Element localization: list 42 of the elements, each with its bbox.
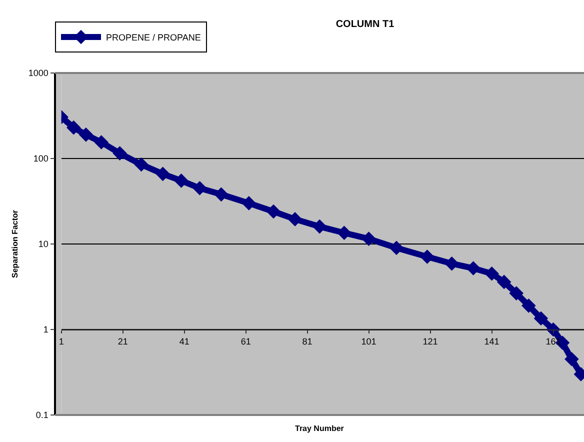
y-tick-label: 1	[43, 324, 48, 335]
point	[534, 311, 548, 326]
x-tick-label: 41	[179, 336, 190, 346]
x-tick-label: 61	[240, 336, 251, 346]
x-tick-label: 121	[422, 336, 438, 346]
point	[112, 146, 127, 160]
point	[312, 219, 327, 234]
x-tick-label: 1	[58, 336, 64, 346]
point	[266, 204, 281, 219]
point	[444, 256, 459, 271]
point	[66, 120, 81, 135]
y-axis-title: Separation Factor	[10, 210, 20, 278]
point	[78, 128, 94, 142]
legend-label: PROPENE / PROPANE	[106, 32, 201, 42]
point	[522, 298, 536, 313]
point	[134, 157, 148, 172]
point	[242, 196, 256, 210]
point	[214, 187, 228, 202]
point	[288, 212, 302, 226]
point	[484, 266, 499, 281]
x-axis-title: Tray Number	[295, 424, 344, 433]
point	[466, 261, 480, 276]
point	[564, 352, 579, 366]
chart-title: COLUMN T1	[336, 18, 395, 30]
y-tick-label: 10	[38, 239, 48, 250]
point	[156, 166, 170, 182]
point	[389, 240, 404, 256]
point	[362, 232, 376, 246]
x-tick-label: 21	[118, 336, 128, 346]
y-tick-label: 0.1	[36, 410, 48, 420]
point	[420, 250, 434, 264]
y-tick-label: 100	[33, 154, 48, 164]
x-tick-label: 101	[361, 336, 376, 346]
x-tick-label: 141	[484, 336, 500, 346]
point	[496, 274, 512, 290]
point	[174, 174, 188, 188]
point	[192, 181, 207, 196]
point	[94, 135, 108, 150]
x-tick-label: 81	[302, 336, 312, 346]
y-tick-label: 1000	[28, 68, 48, 78]
point	[509, 286, 524, 300]
point	[337, 226, 352, 240]
